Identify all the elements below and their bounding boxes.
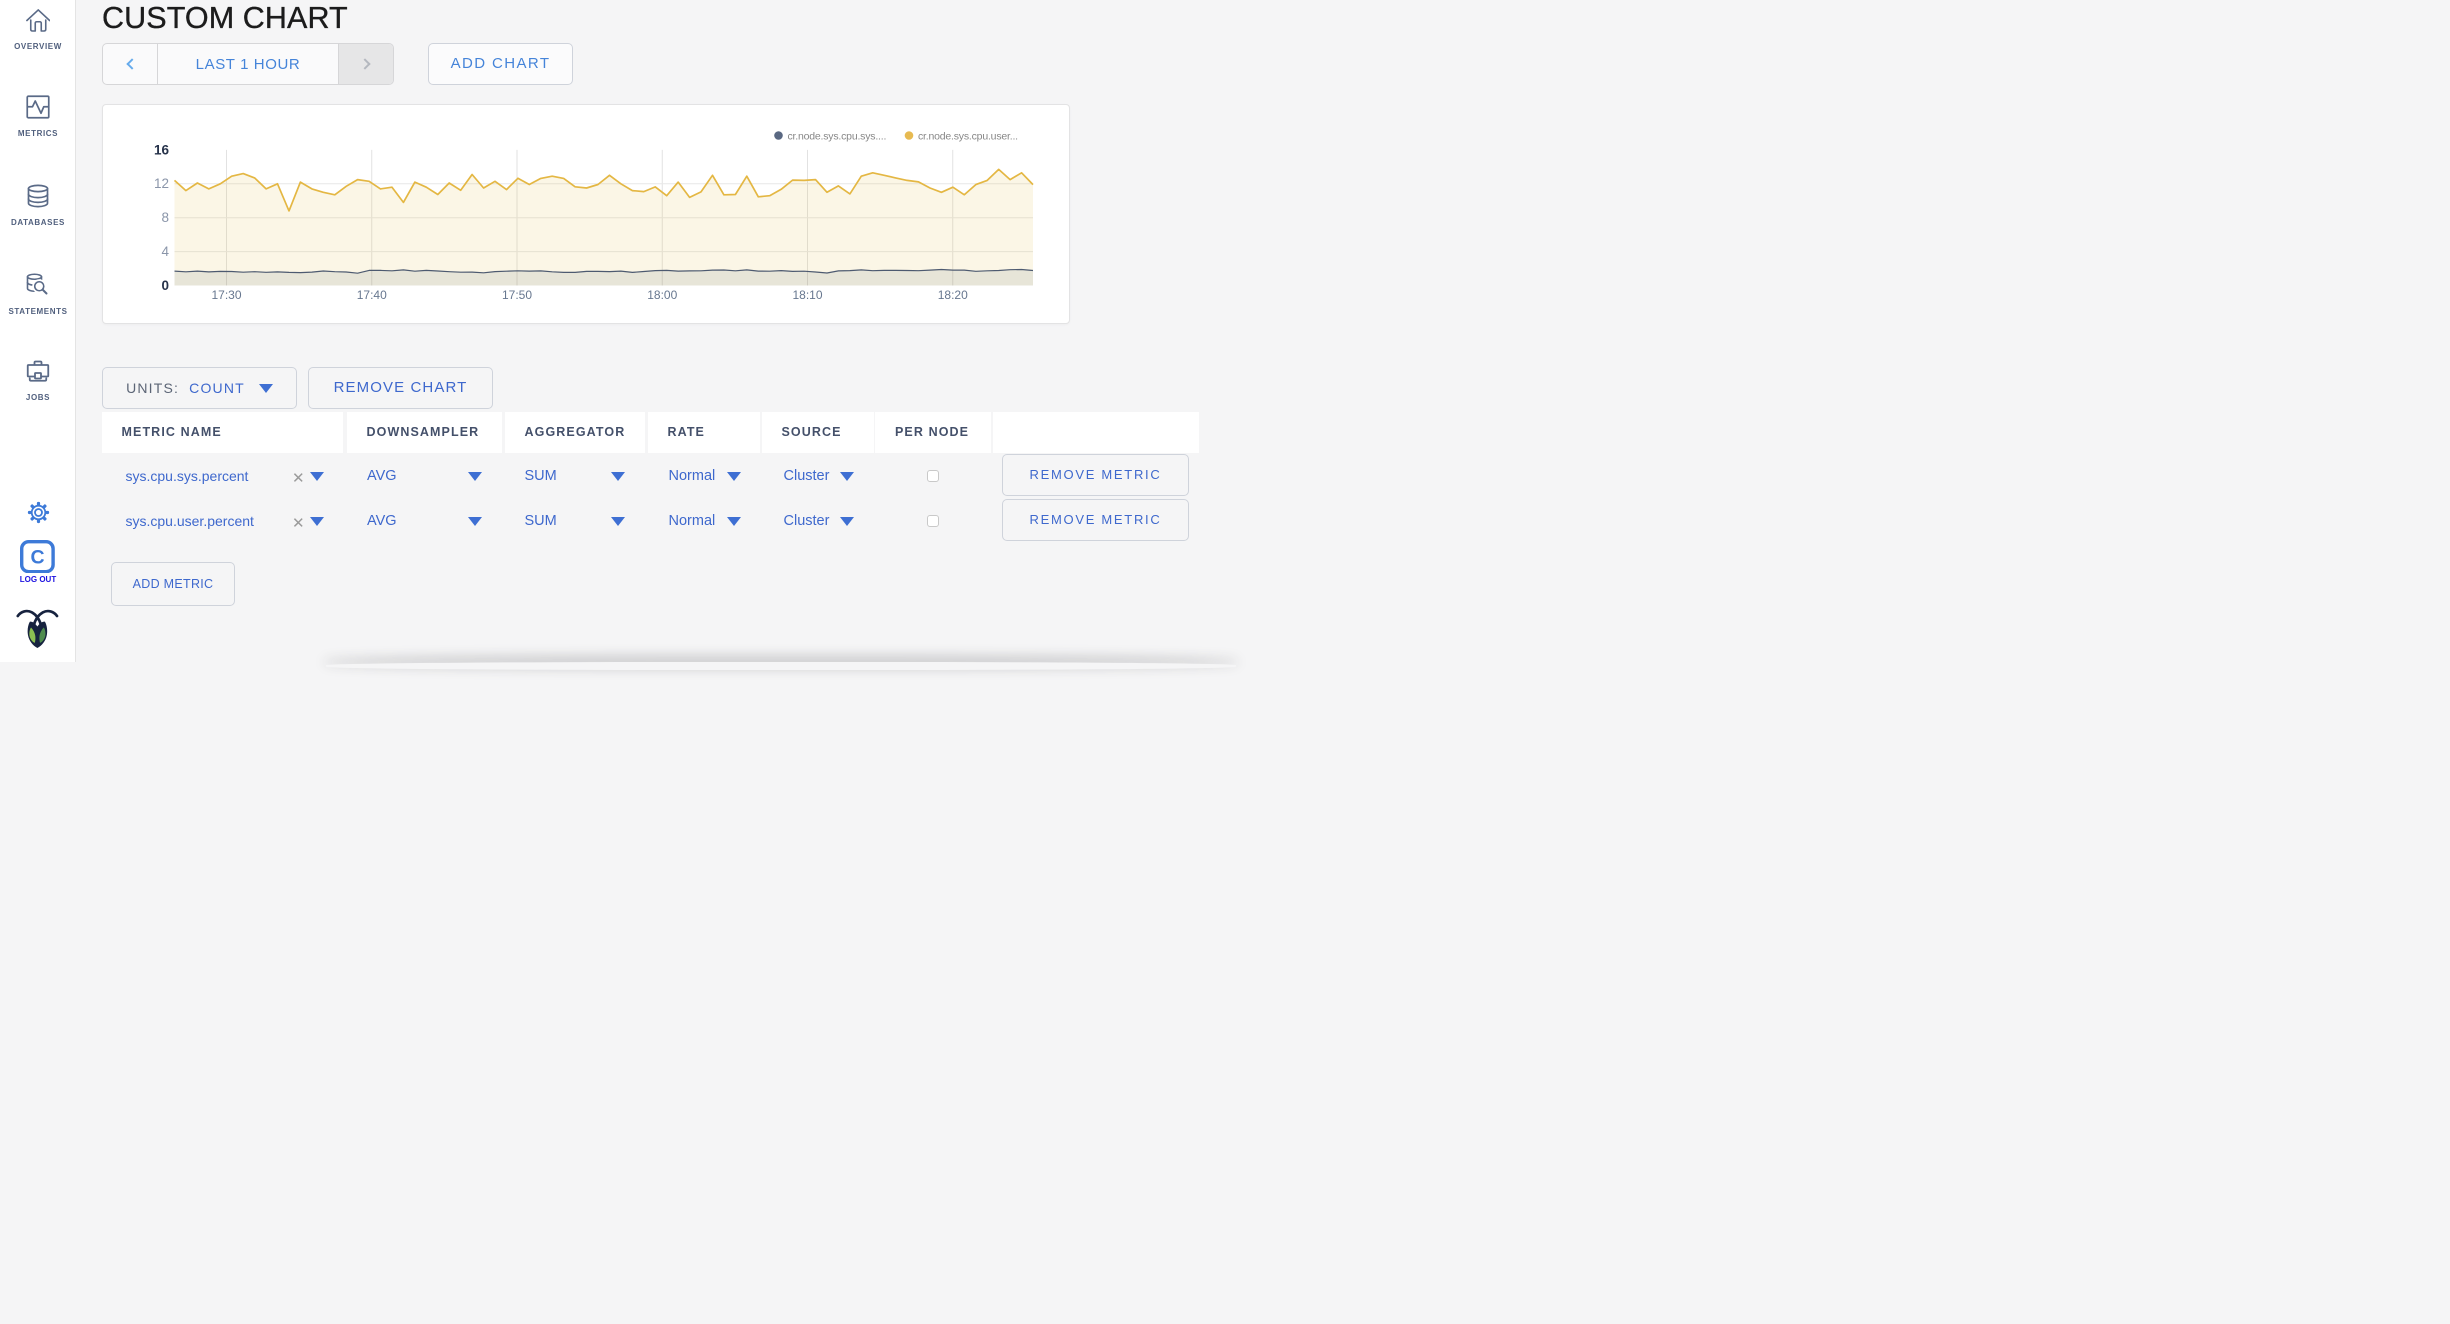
svg-text:17:40: 17:40: [357, 288, 387, 302]
svg-text:0: 0: [161, 278, 169, 293]
svg-text:18:10: 18:10: [792, 288, 822, 302]
svg-text:18:20: 18:20: [938, 288, 968, 302]
svg-text:C: C: [31, 547, 45, 569]
svg-text:17:50: 17:50: [502, 288, 532, 302]
svg-text:cr.node.sys.cpu.user...: cr.node.sys.cpu.user...: [918, 131, 1018, 143]
svg-text:17:30: 17:30: [211, 288, 241, 302]
svg-text:12: 12: [154, 176, 169, 191]
svg-text:4: 4: [161, 244, 169, 259]
svg-text:8: 8: [161, 210, 169, 225]
svg-text:cr.node.sys.cpu.sys....: cr.node.sys.cpu.sys....: [788, 131, 887, 143]
svg-text:18:00: 18:00: [647, 288, 677, 302]
svg-text:16: 16: [154, 142, 170, 157]
